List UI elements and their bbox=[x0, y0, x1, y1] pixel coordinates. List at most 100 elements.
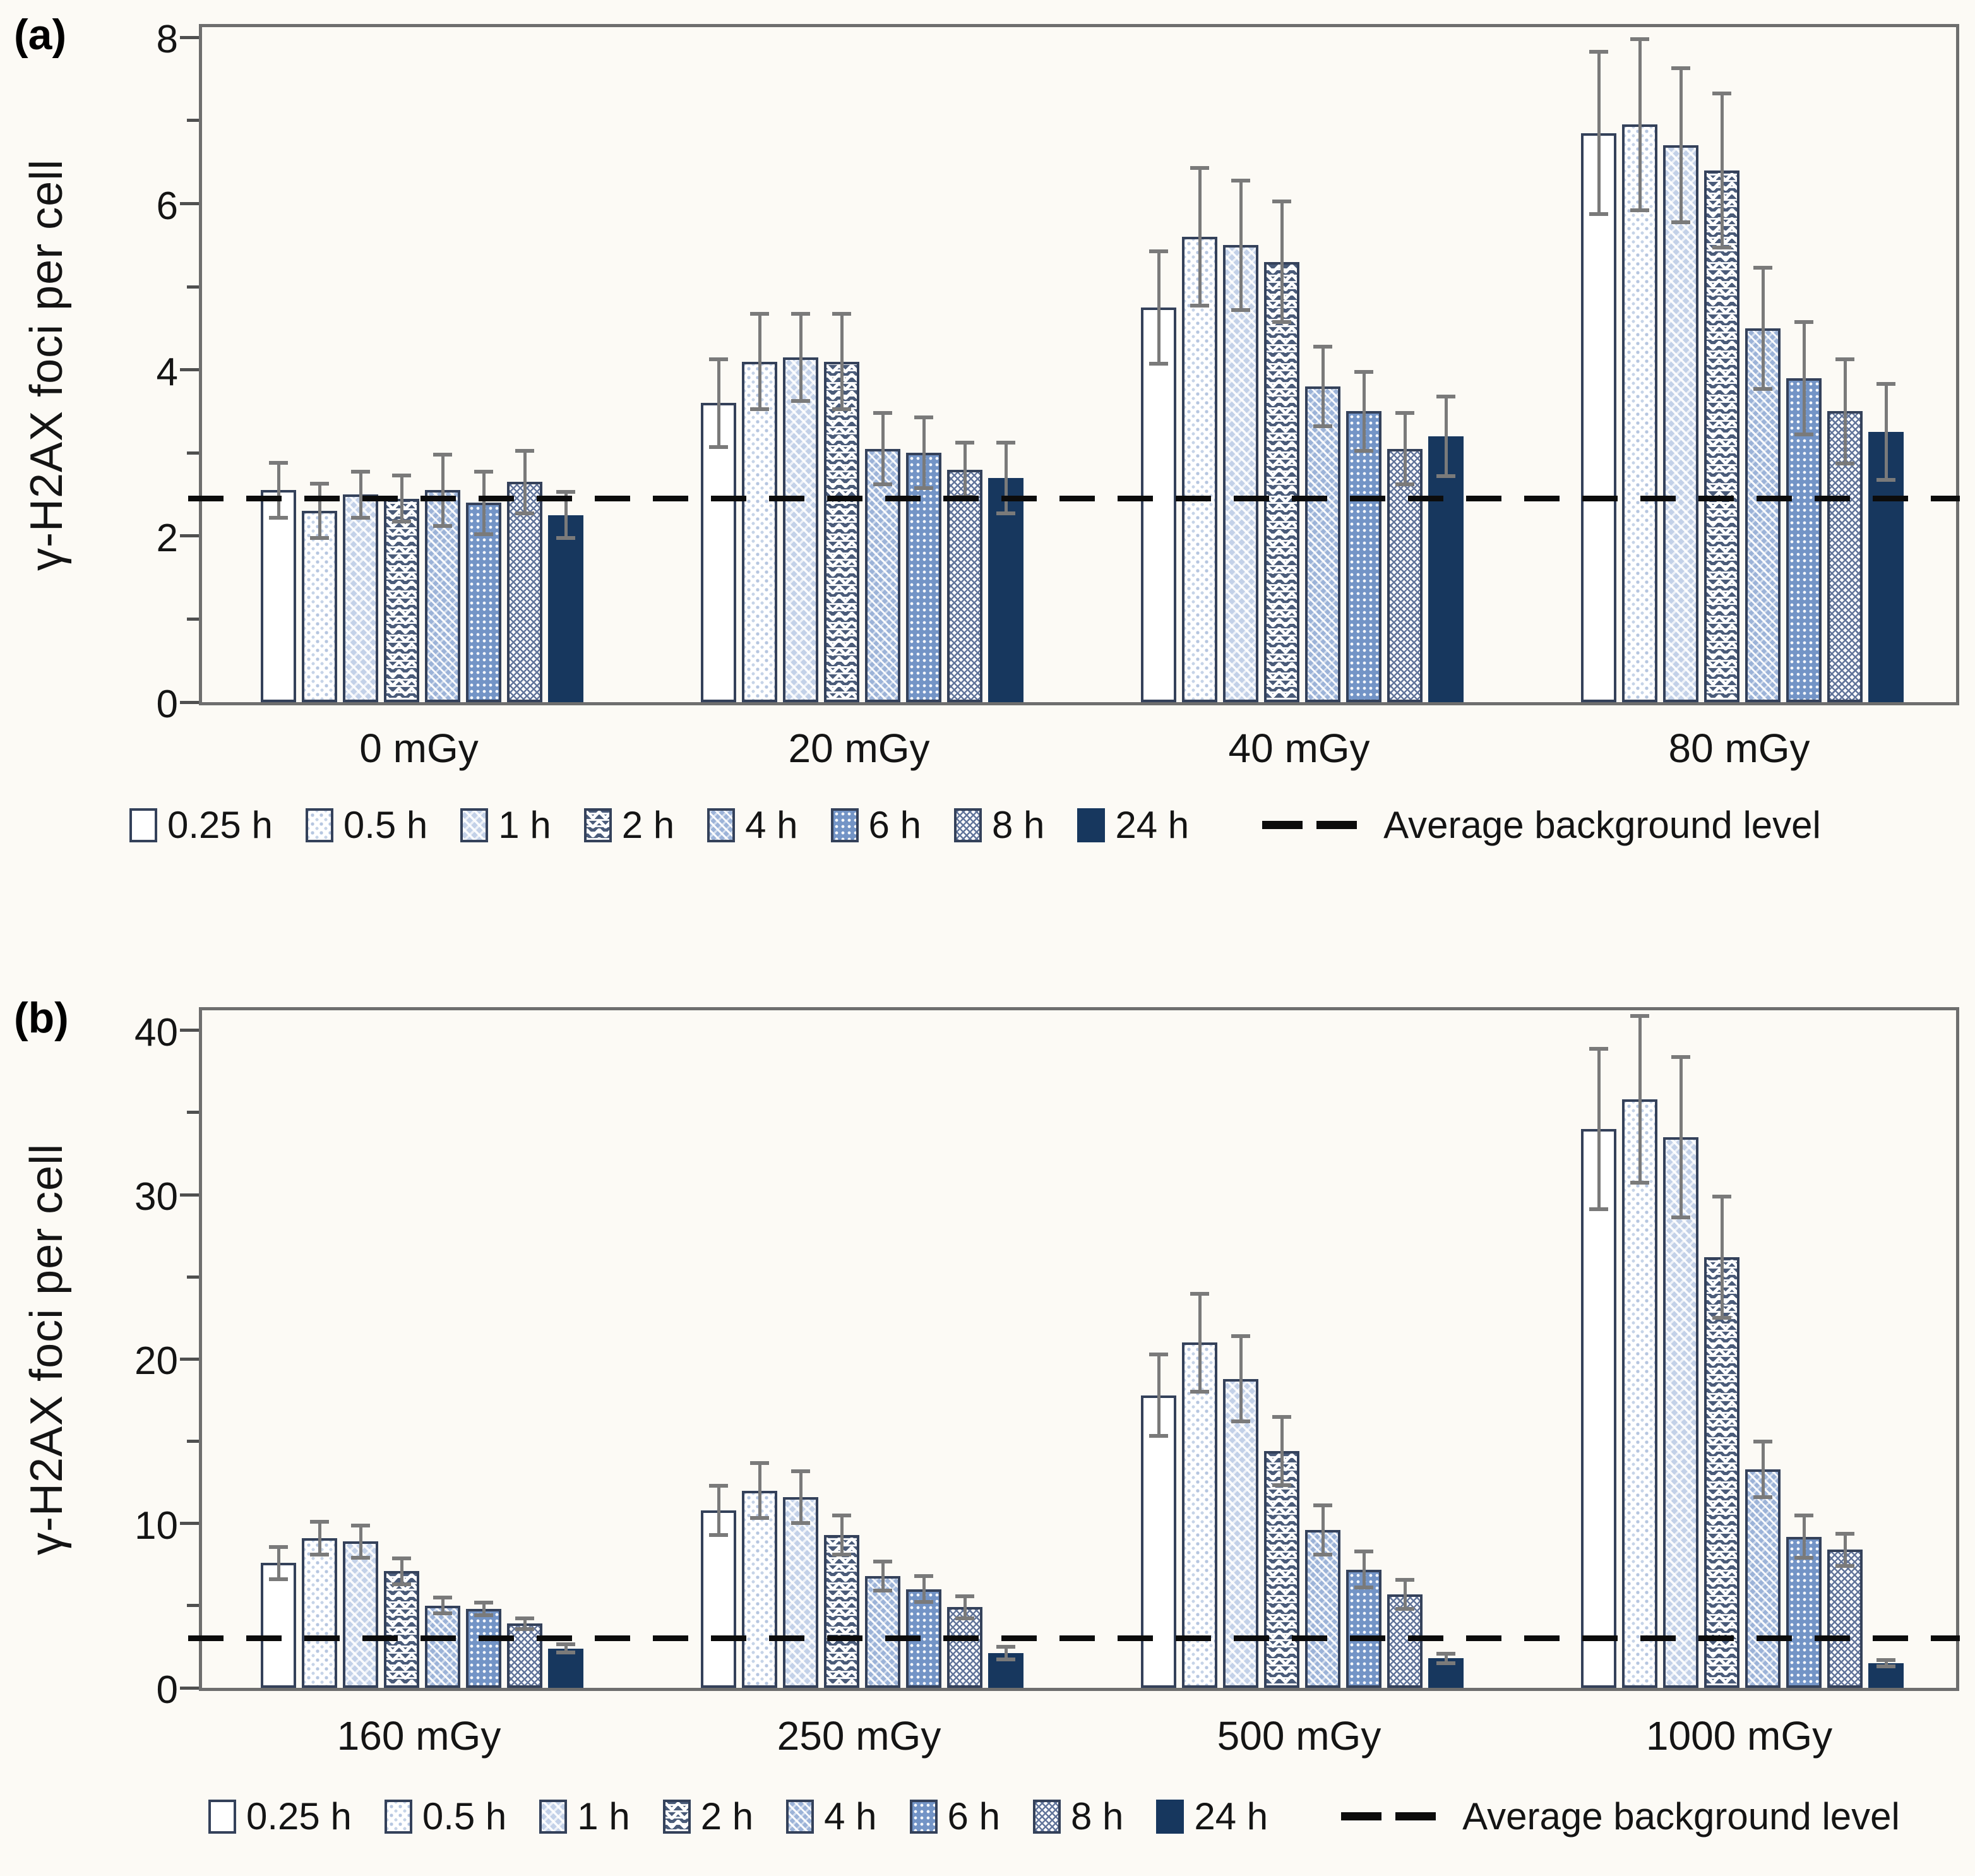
legend-item: 0.25 h bbox=[129, 803, 273, 847]
bar-slot bbox=[466, 1010, 501, 1688]
bar bbox=[1704, 1257, 1739, 1688]
error-bar-cap-top bbox=[1190, 1291, 1209, 1296]
dash-segment bbox=[1262, 821, 1303, 829]
bar-slot bbox=[906, 1010, 941, 1688]
error-bar-cap-top bbox=[1794, 320, 1813, 324]
bar bbox=[865, 448, 900, 702]
error-bar-whisker bbox=[523, 448, 527, 515]
error-bar-whisker bbox=[1843, 1531, 1847, 1568]
error-bar-whisker bbox=[441, 453, 445, 528]
error-bar-cap-bottom bbox=[832, 407, 851, 412]
bar bbox=[1622, 1099, 1657, 1688]
error-bar-whisker bbox=[1280, 199, 1284, 325]
bar bbox=[1704, 170, 1739, 702]
error-bar-cap-bottom bbox=[1313, 1552, 1332, 1556]
legend-item: 8 h bbox=[1032, 1795, 1123, 1838]
error-bar-cap-top bbox=[515, 448, 534, 453]
dashed-line-icon bbox=[1262, 821, 1357, 829]
error-bar-whisker bbox=[359, 1523, 362, 1560]
bar-group bbox=[1082, 1010, 1522, 1688]
error-bar-whisker bbox=[482, 469, 486, 536]
plot-area: 0 2 4 6 8 bbox=[157, 18, 1960, 726]
legend: 0.25 h 0.5 h 1 h 2 h 4 h 6 h 8 h 24 h Average ba… bbox=[208, 1795, 1900, 1838]
error-bar-cap-bottom bbox=[1671, 220, 1690, 225]
error-bar-whisker bbox=[1198, 166, 1202, 308]
bar-slot bbox=[343, 1010, 378, 1688]
error-bar-cap-bottom bbox=[351, 1555, 370, 1560]
bar bbox=[988, 477, 1023, 702]
error-bar-cap-bottom bbox=[1231, 308, 1250, 312]
error-bar-cap-top bbox=[1354, 1550, 1373, 1554]
legend-item: 24 h bbox=[1077, 803, 1189, 847]
bar-slot bbox=[783, 27, 818, 702]
error-bar-cap-top bbox=[351, 469, 370, 474]
error-bar-cap-top bbox=[1149, 1352, 1168, 1356]
bar-slot bbox=[1827, 1010, 1863, 1688]
x-group-label: 20 mGy bbox=[788, 726, 930, 771]
bar bbox=[1745, 1469, 1781, 1688]
y-tick-label: 10 bbox=[134, 1503, 178, 1548]
bar-slot bbox=[1223, 27, 1258, 702]
legend-item: 4 h bbox=[786, 1795, 877, 1838]
x-group-label: 250 mGy bbox=[777, 1713, 941, 1759]
y-minor-tick bbox=[187, 285, 199, 289]
error-bar-whisker bbox=[1157, 249, 1161, 366]
error-bar-cap-top bbox=[1436, 395, 1455, 399]
bar-slot bbox=[1663, 27, 1698, 702]
error-bar-cap-bottom bbox=[873, 482, 892, 486]
legend-item: 8 h bbox=[953, 803, 1044, 847]
y-tick-label: 6 bbox=[156, 184, 178, 228]
bar-slot bbox=[302, 1010, 337, 1688]
dash-segment bbox=[1341, 1812, 1382, 1820]
bar-slot bbox=[507, 1010, 542, 1688]
bar-slot bbox=[384, 1010, 419, 1688]
legend-item: 2 h bbox=[662, 1795, 753, 1838]
error-bar-whisker bbox=[1884, 1658, 1888, 1668]
y-minor-tick bbox=[187, 1604, 199, 1608]
dash-segment bbox=[1395, 1812, 1436, 1820]
legend-label: 4 h bbox=[745, 804, 798, 846]
error-bar-cap-top bbox=[1436, 1651, 1455, 1656]
y-major-tick bbox=[180, 1522, 199, 1526]
error-bar-whisker bbox=[318, 1520, 321, 1556]
bar bbox=[1622, 124, 1657, 702]
error-bar-cap-bottom bbox=[1589, 212, 1608, 217]
y-major-tick bbox=[180, 202, 199, 205]
error-bar-cap-bottom bbox=[1630, 1181, 1649, 1185]
error-bar-whisker bbox=[564, 490, 568, 541]
bar-slot bbox=[1141, 1010, 1176, 1688]
error-bar-cap-bottom bbox=[1149, 1434, 1168, 1438]
error-bar-whisker bbox=[799, 1469, 803, 1526]
bar bbox=[824, 1534, 859, 1688]
error-bar-cap-top bbox=[709, 1484, 728, 1488]
bar bbox=[1141, 307, 1176, 702]
y-tick-label: 0 bbox=[156, 683, 178, 727]
bar bbox=[701, 403, 736, 702]
bar-group bbox=[642, 27, 1082, 702]
bar-group bbox=[1082, 27, 1522, 702]
error-bar-whisker bbox=[1004, 1645, 1008, 1662]
error-bar-cap-bottom bbox=[433, 523, 452, 528]
error-bar-cap-bottom bbox=[1354, 1585, 1373, 1589]
error-bar-cap-top bbox=[269, 1544, 288, 1549]
error-bar-cap-top bbox=[873, 1559, 892, 1563]
error-bar-cap-bottom bbox=[1753, 1495, 1772, 1499]
legend-label: 0.5 h bbox=[343, 804, 428, 846]
error-bar-whisker bbox=[963, 440, 967, 499]
error-bar-cap-bottom bbox=[556, 536, 575, 541]
error-bar-cap-top bbox=[1589, 1046, 1608, 1051]
error-bar-whisker bbox=[277, 1544, 280, 1581]
error-bar-cap-top bbox=[310, 482, 329, 486]
x-group-label: 500 mGy bbox=[1217, 1713, 1381, 1759]
error-bar-cap-bottom bbox=[433, 1611, 452, 1616]
error-bar-cap-top bbox=[1835, 357, 1854, 361]
bar bbox=[343, 494, 378, 702]
error-bar-cap-top bbox=[996, 1645, 1015, 1649]
error-bar-cap-top bbox=[1630, 37, 1649, 42]
error-bar-cap-top bbox=[1272, 1414, 1291, 1419]
bar-slot bbox=[343, 27, 378, 702]
error-bar-whisker bbox=[1802, 1514, 1806, 1560]
error-bar-cap-bottom bbox=[515, 511, 534, 515]
y-major-tick bbox=[180, 1357, 199, 1361]
bar bbox=[1428, 436, 1464, 702]
